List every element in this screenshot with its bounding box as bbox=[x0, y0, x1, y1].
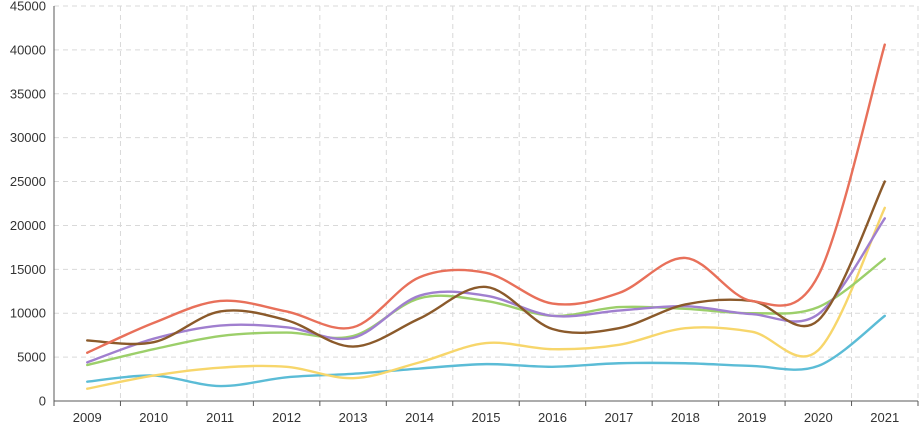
x-tick-label: 2021 bbox=[870, 410, 899, 425]
series-line-orange-red bbox=[86, 43, 886, 354]
y-tick-label: 10000 bbox=[10, 306, 46, 321]
y-tick-label: 15000 bbox=[10, 262, 46, 277]
y-tick-label: 45000 bbox=[10, 0, 46, 14]
x-tick-label: 2019 bbox=[737, 410, 766, 425]
x-tick-label: 2015 bbox=[472, 410, 501, 425]
x-tick-label: 2013 bbox=[339, 410, 368, 425]
tick-labels: 0 5000 10000 15000 20000 25000 30000 35000 40000… bbox=[10, 0, 899, 425]
x-tick-label: 2009 bbox=[73, 410, 102, 425]
y-tick-label: 0 bbox=[39, 394, 46, 409]
x-tick-label: 2014 bbox=[405, 410, 434, 425]
series-lines bbox=[86, 43, 886, 390]
x-tick-label: 2010 bbox=[139, 410, 168, 425]
series-line-green bbox=[86, 257, 886, 367]
series-line-blue bbox=[86, 314, 886, 388]
y-tick-label: 30000 bbox=[10, 130, 46, 145]
axes bbox=[53, 6, 919, 406]
x-tick-label: 2018 bbox=[671, 410, 700, 425]
y-tick-label: 20000 bbox=[10, 218, 46, 233]
y-tick-label: 5000 bbox=[17, 350, 46, 365]
x-tick-label: 2016 bbox=[538, 410, 567, 425]
x-tick-label: 2012 bbox=[272, 410, 301, 425]
grid bbox=[54, 5, 919, 401]
series-line-yellow bbox=[86, 206, 886, 390]
x-tick-label: 2020 bbox=[804, 410, 833, 425]
x-tick-label: 2011 bbox=[206, 410, 234, 425]
y-tick-label: 40000 bbox=[10, 42, 46, 57]
x-tick-label: 2017 bbox=[604, 410, 633, 425]
series-line-purple bbox=[86, 217, 886, 364]
y-tick-label: 35000 bbox=[10, 86, 46, 101]
y-tick-label: 25000 bbox=[10, 174, 46, 189]
series-line-brown bbox=[86, 180, 886, 348]
